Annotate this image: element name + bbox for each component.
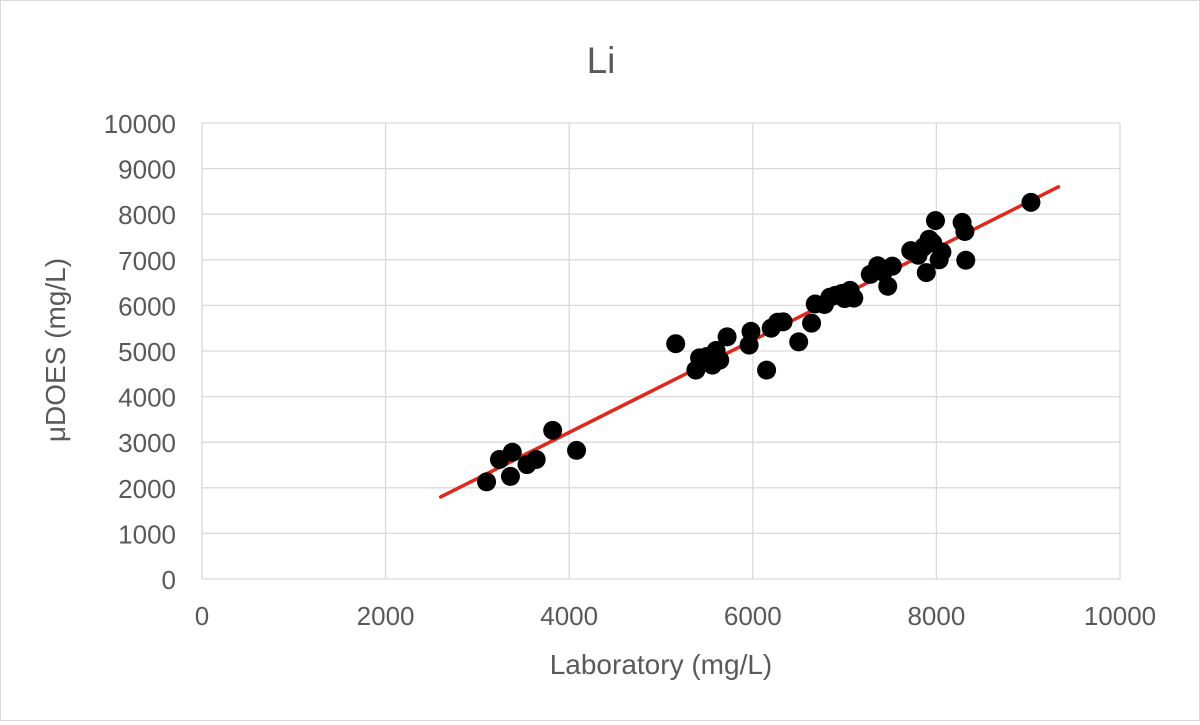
y-tick-label: 7000 xyxy=(118,246,176,276)
data-point xyxy=(1021,192,1041,212)
data-point xyxy=(925,211,945,231)
data-point xyxy=(757,360,777,380)
y-tick-label: 5000 xyxy=(118,337,176,367)
data-points xyxy=(477,192,1041,492)
data-point xyxy=(844,288,864,308)
x-tick-label: 2000 xyxy=(357,601,415,631)
x-tick-label: 4000 xyxy=(540,601,598,631)
y-tick-label: 0 xyxy=(162,565,176,595)
x-tick-label: 8000 xyxy=(907,601,965,631)
x-axis-title: Laboratory (mg/L) xyxy=(550,649,773,680)
data-point xyxy=(500,466,520,486)
data-point xyxy=(789,332,809,352)
x-tick-label: 6000 xyxy=(724,601,782,631)
data-point xyxy=(878,276,898,296)
data-point xyxy=(802,313,822,333)
y-tick-label: 3000 xyxy=(118,428,176,458)
chart-title: Li xyxy=(587,40,616,81)
tick-labels: 0 1000 2000 3000 4000 5000 6000 7000 8000 9000 100… xyxy=(104,109,1156,631)
data-point xyxy=(502,442,522,462)
data-point xyxy=(717,327,737,347)
data-point xyxy=(956,250,976,270)
data-point xyxy=(543,420,563,440)
data-point xyxy=(916,263,936,283)
y-tick-label: 6000 xyxy=(118,291,176,321)
y-tick-label: 8000 xyxy=(118,200,176,230)
data-point xyxy=(955,222,975,242)
y-tick-label: 10000 xyxy=(104,109,176,139)
data-point xyxy=(773,312,793,332)
y-tick-label: 9000 xyxy=(118,155,176,185)
y-tick-label: 1000 xyxy=(118,519,176,549)
gridlines xyxy=(201,122,1121,580)
x-tick-label: 10000 xyxy=(1084,601,1156,631)
data-point xyxy=(526,450,546,470)
data-point xyxy=(882,256,902,276)
data-point xyxy=(567,440,587,460)
y-tick-label: 2000 xyxy=(118,474,176,504)
data-point xyxy=(741,321,761,341)
data-point xyxy=(710,350,730,370)
data-point xyxy=(477,472,497,492)
y-axis-title: μDOES (mg/L) xyxy=(40,258,71,442)
data-point xyxy=(932,242,952,262)
data-point xyxy=(666,334,686,354)
y-tick-label: 4000 xyxy=(118,383,176,413)
x-tick-label: 0 xyxy=(195,601,209,631)
